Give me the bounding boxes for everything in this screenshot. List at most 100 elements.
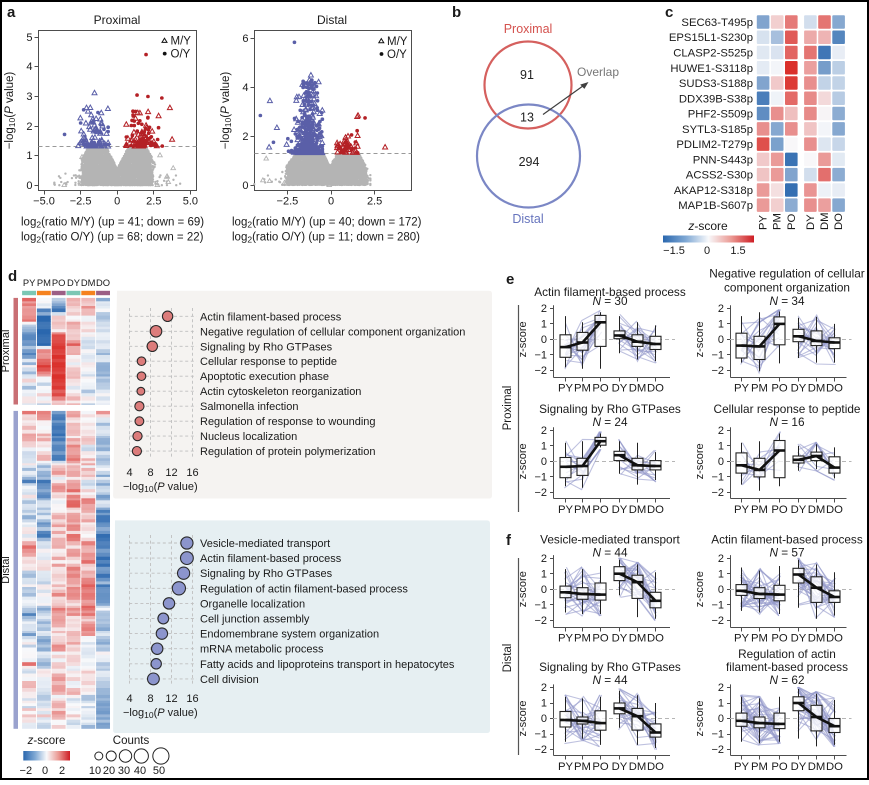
svg-text:0: 0 xyxy=(718,584,724,596)
svg-text:PY: PY xyxy=(558,383,574,395)
svg-text:Cellular response to peptide: Cellular response to peptide xyxy=(200,356,337,368)
svg-text:−2.5: −2.5 xyxy=(277,196,299,208)
svg-text:DY: DY xyxy=(791,633,807,645)
svg-text:DY: DY xyxy=(612,504,628,516)
svg-text:−2: −2 xyxy=(711,744,724,756)
svg-text:Proximal: Proximal xyxy=(504,22,553,36)
svg-text:−2: −2 xyxy=(534,487,547,499)
svg-text:Regulation of actin: Regulation of actin xyxy=(738,647,836,661)
svg-text:PM: PM xyxy=(574,761,591,773)
svg-text:z-score: z-score xyxy=(694,443,706,479)
svg-text:EPS15L1-S230p: EPS15L1-S230p xyxy=(669,32,753,44)
svg-text:6: 6 xyxy=(242,33,248,45)
svg-text:0: 0 xyxy=(541,456,547,468)
svg-text:N = 62: N = 62 xyxy=(769,673,804,687)
svg-text:2: 2 xyxy=(541,425,547,437)
svg-text:M/Y: M/Y xyxy=(387,36,408,48)
svg-text:10: 10 xyxy=(89,765,101,777)
svg-text:DY: DY xyxy=(791,383,807,395)
svg-text:DM: DM xyxy=(808,383,826,395)
svg-text:log2(ratio M/Y) (up = 40; down: log2(ratio M/Y) (up = 40; down = 172) xyxy=(232,216,422,229)
svg-text:Negative regulation of cellula: Negative regulation of cellular xyxy=(709,267,864,281)
svg-text:2: 2 xyxy=(59,765,65,777)
svg-text:PO: PO xyxy=(771,761,788,773)
svg-text:Actin filament-based process: Actin filament-based process xyxy=(200,553,342,565)
svg-text:2: 2 xyxy=(541,682,547,694)
svg-text:−5.0: −5.0 xyxy=(33,196,55,208)
svg-text:PY: PY xyxy=(734,383,750,395)
svg-text:e: e xyxy=(506,271,514,288)
svg-text:PM: PM xyxy=(751,633,768,645)
svg-text:z-score: z-score xyxy=(694,321,706,357)
svg-text:DM: DM xyxy=(808,761,826,773)
svg-text:−1: −1 xyxy=(711,599,724,611)
svg-text:0: 0 xyxy=(42,765,48,777)
svg-text:294: 294 xyxy=(519,155,540,169)
svg-text:12: 12 xyxy=(165,467,177,479)
svg-text:Counts: Counts xyxy=(113,735,150,747)
svg-text:−2: −2 xyxy=(20,765,33,777)
svg-text:Signaling by Rho GTPases: Signaling by Rho GTPases xyxy=(539,402,681,416)
svg-text:Signaling by Rho GTPases: Signaling by Rho GTPases xyxy=(539,660,681,674)
svg-text:4: 4 xyxy=(126,467,132,479)
svg-text:50: 50 xyxy=(153,765,165,777)
svg-text:PM: PM xyxy=(574,383,591,395)
svg-text:DY: DY xyxy=(67,277,81,288)
svg-text:PO: PO xyxy=(771,633,788,645)
svg-text:4: 4 xyxy=(26,61,32,73)
svg-text:2: 2 xyxy=(26,121,32,133)
svg-text:PO: PO xyxy=(592,761,609,773)
svg-text:DO: DO xyxy=(647,383,664,395)
svg-text:DY: DY xyxy=(791,504,807,516)
svg-text:N = 34: N = 34 xyxy=(769,294,805,308)
svg-text:mRNA metabolic process: mRNA metabolic process xyxy=(200,644,324,656)
svg-text:20: 20 xyxy=(103,765,115,777)
svg-text:0: 0 xyxy=(541,584,547,596)
svg-text:DO: DO xyxy=(826,761,843,773)
svg-text:PO: PO xyxy=(786,213,798,230)
svg-text:−2: −2 xyxy=(534,365,547,377)
svg-text:PO: PO xyxy=(592,383,609,395)
svg-text:−1: −1 xyxy=(711,729,724,741)
svg-text:DY: DY xyxy=(612,633,628,645)
svg-text:Proximal: Proximal xyxy=(94,13,141,27)
svg-text:PNN-S443p: PNN-S443p xyxy=(693,154,753,166)
svg-text:d: d xyxy=(8,268,17,285)
svg-text:DM: DM xyxy=(629,761,647,773)
svg-text:1: 1 xyxy=(718,319,724,331)
svg-text:PY: PY xyxy=(734,761,750,773)
svg-text:1: 1 xyxy=(718,698,724,710)
svg-text:5: 5 xyxy=(26,32,32,44)
svg-text:0: 0 xyxy=(541,713,547,725)
svg-text:16: 16 xyxy=(186,693,198,705)
svg-text:PY: PY xyxy=(558,633,574,645)
svg-text:Regulation of actin filament-b: Regulation of actin filament-based proce… xyxy=(200,583,408,595)
svg-text:PY: PY xyxy=(734,504,750,516)
svg-text:12: 12 xyxy=(165,693,177,705)
svg-text:DO: DO xyxy=(833,213,845,230)
svg-text:13: 13 xyxy=(520,111,534,125)
svg-text:PY: PY xyxy=(558,761,574,773)
svg-text:2: 2 xyxy=(718,682,724,694)
svg-text:−1: −1 xyxy=(711,350,724,362)
svg-text:2: 2 xyxy=(718,425,724,437)
svg-text:0: 0 xyxy=(114,196,120,208)
svg-text:8: 8 xyxy=(147,467,153,479)
svg-text:30: 30 xyxy=(118,765,130,777)
svg-text:8: 8 xyxy=(147,693,153,705)
svg-text:−1: −1 xyxy=(534,729,547,741)
svg-text:−2.5: −2.5 xyxy=(70,196,92,208)
svg-text:N = 16: N = 16 xyxy=(769,415,805,429)
svg-text:−2: −2 xyxy=(711,487,724,499)
svg-text:MAP1B-S607p: MAP1B-S607p xyxy=(678,200,753,212)
svg-text:DO: DO xyxy=(826,504,843,516)
svg-text:0: 0 xyxy=(704,245,710,257)
svg-text:PM: PM xyxy=(772,213,784,230)
svg-text:z-score: z-score xyxy=(687,219,728,233)
svg-text:DM: DM xyxy=(629,633,647,645)
svg-text:−log10(P value): −log10(P value) xyxy=(123,707,198,720)
svg-text:PO: PO xyxy=(592,504,609,516)
svg-text:ACSS2-S30p: ACSS2-S30p xyxy=(686,170,753,182)
svg-text:16: 16 xyxy=(186,467,198,479)
svg-text:Cell division: Cell division xyxy=(200,674,259,686)
